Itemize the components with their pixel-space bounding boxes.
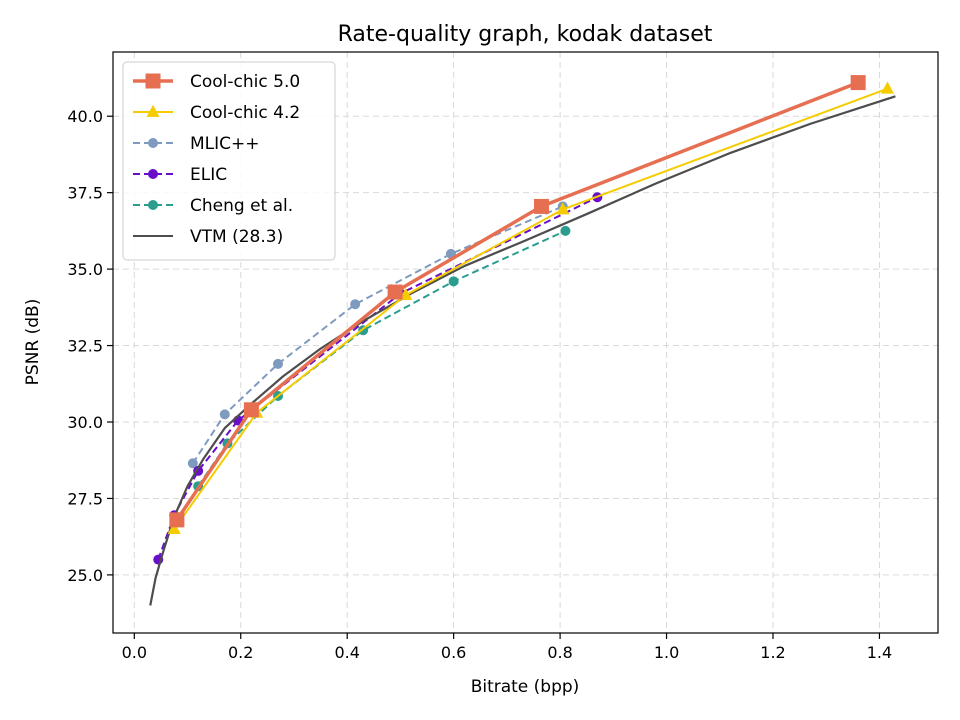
y-axis-ticks: 25.0 27.5 30.0 32.5 35.0 37.5 40.0 bbox=[67, 107, 113, 585]
square-marker bbox=[850, 75, 866, 91]
y-axis-label: PSNR (dB) bbox=[23, 299, 43, 386]
series-line bbox=[197, 229, 566, 487]
x-tick-label: 1.4 bbox=[867, 643, 892, 662]
y-tick-label: 37.5 bbox=[67, 184, 103, 203]
y-tick-label: 30.0 bbox=[67, 413, 103, 432]
series-0 bbox=[169, 75, 866, 528]
x-axis-label: Bitrate (bpp) bbox=[471, 677, 580, 697]
x-tick-label: 0.0 bbox=[122, 643, 147, 662]
x-tick-label: 0.6 bbox=[441, 643, 466, 662]
x-tick-label: 1.2 bbox=[760, 643, 785, 662]
square-marker bbox=[145, 73, 161, 89]
circle-marker bbox=[148, 169, 158, 179]
plot-area bbox=[149, 75, 896, 606]
legend-label: MLIC++ bbox=[190, 134, 260, 154]
triangle-marker bbox=[146, 104, 160, 117]
circle-marker bbox=[448, 276, 459, 287]
y-tick-label: 25.0 bbox=[67, 566, 103, 585]
circle-marker bbox=[148, 138, 158, 148]
triangle-marker bbox=[556, 202, 570, 215]
series-2 bbox=[187, 201, 568, 469]
legend: Cool-chic 5.0 Cool-chic 4.2 MLIC++ ELIC Chen… bbox=[122, 61, 336, 261]
legend-entry: VTM (28.3) bbox=[133, 227, 283, 247]
chart-title: Rate-quality graph, kodak dataset bbox=[338, 22, 713, 47]
square-marker bbox=[243, 402, 259, 418]
legend-entry: MLIC++ bbox=[133, 134, 260, 154]
legend-label: Cheng et al. bbox=[190, 196, 293, 216]
plot-frame bbox=[112, 51, 939, 634]
x-tick-label: 0.4 bbox=[334, 643, 359, 662]
legend-label: VTM (28.3) bbox=[190, 227, 283, 247]
square-marker bbox=[387, 284, 403, 300]
y-tick-label: 32.5 bbox=[67, 337, 103, 356]
circle-marker bbox=[148, 200, 158, 210]
series-line bbox=[192, 205, 564, 464]
legend-entry: Cheng et al. bbox=[133, 196, 293, 216]
square-marker bbox=[169, 512, 185, 528]
circle-marker bbox=[560, 225, 571, 236]
legend-entry: ELIC bbox=[133, 165, 227, 185]
y-tick-label: 40.0 bbox=[67, 107, 103, 126]
legend-label: Cool-chic 4.2 bbox=[190, 103, 300, 123]
circle-marker bbox=[187, 458, 198, 469]
y-tick-label: 35.0 bbox=[67, 260, 103, 279]
triangle-marker bbox=[880, 81, 894, 94]
x-tick-label: 0.8 bbox=[547, 643, 572, 662]
circle-marker bbox=[273, 358, 283, 369]
circle-marker bbox=[219, 409, 230, 420]
legend-entry: Cool-chic 4.2 bbox=[133, 103, 300, 123]
x-axis-ticks: 0.0 0.2 0.4 0.6 0.8 1.0 1.2 1.4 bbox=[122, 633, 892, 662]
circle-marker bbox=[350, 299, 361, 310]
legend-box bbox=[122, 61, 336, 261]
x-tick-label: 0.2 bbox=[228, 643, 253, 662]
x-tick-label: 1.0 bbox=[654, 643, 679, 662]
y-tick-label: 27.5 bbox=[67, 489, 103, 508]
legend-label: Cool-chic 5.0 bbox=[190, 72, 300, 92]
legend-entry: Cool-chic 5.0 bbox=[133, 72, 300, 92]
triangle-marker bbox=[167, 521, 181, 534]
legend-label: ELIC bbox=[190, 165, 227, 185]
square-marker bbox=[533, 198, 549, 214]
